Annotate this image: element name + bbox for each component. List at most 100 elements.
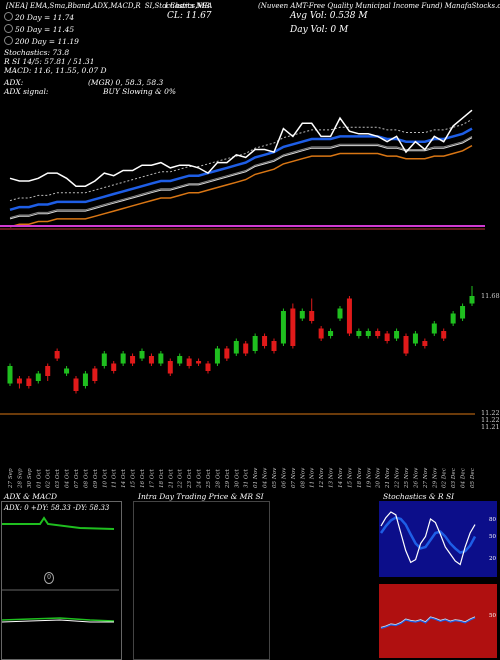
candle-body: [280, 311, 286, 344]
candle-body: [441, 331, 447, 339]
date-axis: 27 Sep 28 Sep 30 Sep 01 Oct 02 Oct 03 Oct 04 O…: [8, 467, 476, 489]
date-tick-label: 08 Oct: [83, 468, 89, 488]
legend-item-200day: 200 Day = 11.19: [4, 36, 79, 48]
date-tick-label: 23 Oct: [187, 468, 193, 489]
rsi-tick-50: 50: [489, 613, 496, 619]
candle-body: [101, 353, 107, 366]
candle-body: [431, 323, 437, 334]
date-tick-label: 27 Sep: [8, 468, 14, 489]
date-tick-label: 28 Oct: [215, 468, 221, 489]
candle-body: [158, 353, 164, 364]
candle-body: [214, 348, 220, 364]
stoch-panel-title: Stochastics & R SI: [383, 492, 455, 501]
date-tick-label: 27 Nov: [423, 467, 429, 489]
candle-body: [271, 341, 277, 351]
date-tick-label: 01 Nov: [253, 467, 259, 488]
candle-body: [16, 378, 22, 384]
date-tick-label: 22 Oct: [178, 468, 184, 489]
candle-body: [120, 353, 126, 364]
candle-body: [73, 378, 79, 391]
stoch-d-line: [379, 516, 477, 554]
date-tick-label: 22 Nov: [395, 467, 401, 489]
date-tick-label: 04 Oct: [65, 468, 71, 488]
ma-200-line: [9, 137, 473, 220]
date-tick-label: 31 Oct: [244, 468, 250, 488]
legend-swatch-icon: [4, 36, 13, 45]
candle-body: [243, 343, 249, 354]
candle-body: [111, 363, 117, 371]
candle-body: [328, 331, 334, 336]
date-tick-label: 07 Oct: [74, 468, 80, 488]
header-left: [NEA] EMA,Sma,Bband,ADX,MACD,R SI,Stochas…: [6, 2, 210, 10]
date-tick-label: 13 Nov: [329, 467, 335, 488]
header-ticker: I Charts NEA: [165, 2, 213, 10]
candle-body: [54, 351, 60, 359]
candle-body: [394, 331, 400, 339]
candle-body: [252, 336, 258, 351]
candle-body: [412, 333, 418, 344]
date-tick-label: 24 Oct: [197, 468, 203, 489]
date-tick-label: 15 Oct: [131, 468, 137, 488]
legend-label: 50 Day = 11.45: [15, 25, 75, 34]
date-tick-label: 25 Nov: [404, 467, 410, 489]
candle-body: [196, 361, 202, 364]
date-tick-label: 06 Nov: [281, 467, 287, 488]
date-tick-label: 21 Oct: [168, 468, 174, 489]
date-tick-label: 05 Nov: [272, 467, 278, 488]
adx-panel-title: ADX & MACD: [4, 492, 58, 501]
date-tick-label: 11 Oct: [112, 468, 118, 488]
legend-swatch-icon: [4, 24, 13, 33]
date-tick-label: 14 Oct: [121, 468, 127, 488]
candle-body: [375, 331, 381, 336]
date-tick-label: 29 Nov: [432, 467, 438, 489]
candle-body: [233, 341, 239, 354]
rsi-readout: R SI 14/5: 57.81 / 51.31: [4, 57, 95, 66]
candle-body: [148, 356, 154, 364]
candles-panel: [7, 286, 475, 394]
moving-averages-panel: [9, 109, 473, 228]
day-volume: Day Vol: 0 M: [290, 25, 349, 35]
date-tick-label: 30 Oct: [234, 468, 240, 488]
candle-body: [7, 366, 13, 384]
rsi-line: [380, 616, 476, 629]
date-tick-label: 17 Oct: [149, 468, 155, 488]
date-tick-label: 18 Nov: [357, 467, 363, 488]
candle-body: [205, 363, 211, 371]
candle-body: [290, 308, 296, 346]
adx-value: (MGR) 0, 58.3, 58.3: [88, 78, 164, 87]
rsi-smooth-line: [380, 616, 476, 628]
intraday-panel: [133, 501, 270, 660]
candle-body: [45, 366, 51, 376]
legend-swatch-icon: [4, 12, 13, 21]
stoch-tick-50: 50: [489, 534, 496, 540]
date-tick-label: 16 Oct: [140, 468, 146, 488]
ma-50-line: [9, 118, 473, 202]
date-tick-label: 03 Oct: [55, 468, 61, 488]
date-tick-label: 05 Dec: [470, 467, 476, 488]
date-tick-label: 14 Nov: [338, 467, 344, 488]
candle-body: [318, 328, 324, 339]
legend-label: 20 Day = 11.74: [15, 13, 75, 22]
candle-body: [26, 378, 32, 386]
orange-ma-line: [9, 144, 473, 228]
price-label-bottom3: 11.21: [481, 423, 500, 431]
candle-body: [365, 331, 371, 336]
main-chart: 27 Sep 28 Sep 30 Sep 01 Oct 02 Oct 03 Oct 04 O…: [0, 109, 485, 489]
stoch-k-line: [380, 511, 476, 566]
candle-body: [346, 298, 352, 334]
date-tick-label: 08 Nov: [300, 467, 306, 488]
candle-body: [337, 308, 343, 319]
date-tick-label: 15 Nov: [347, 467, 353, 488]
candle-body: [177, 356, 183, 364]
date-tick-label: 21 Nov: [385, 467, 391, 489]
header-left-line: [NEA] EMA,Sma,Bband,ADX,MACD,R: [6, 2, 141, 10]
date-tick-label: 19 Nov: [366, 467, 372, 488]
legend-item-20day: 20 Day = 11.74: [4, 12, 79, 24]
candle-body: [460, 306, 466, 319]
candle-body: [64, 368, 70, 374]
header-company: (Nuveen AMT-Free Quality Municipal Incom…: [258, 2, 500, 10]
avg-volume: Avg Vol: 0.538 M: [290, 11, 368, 21]
candle-body: [309, 311, 315, 321]
